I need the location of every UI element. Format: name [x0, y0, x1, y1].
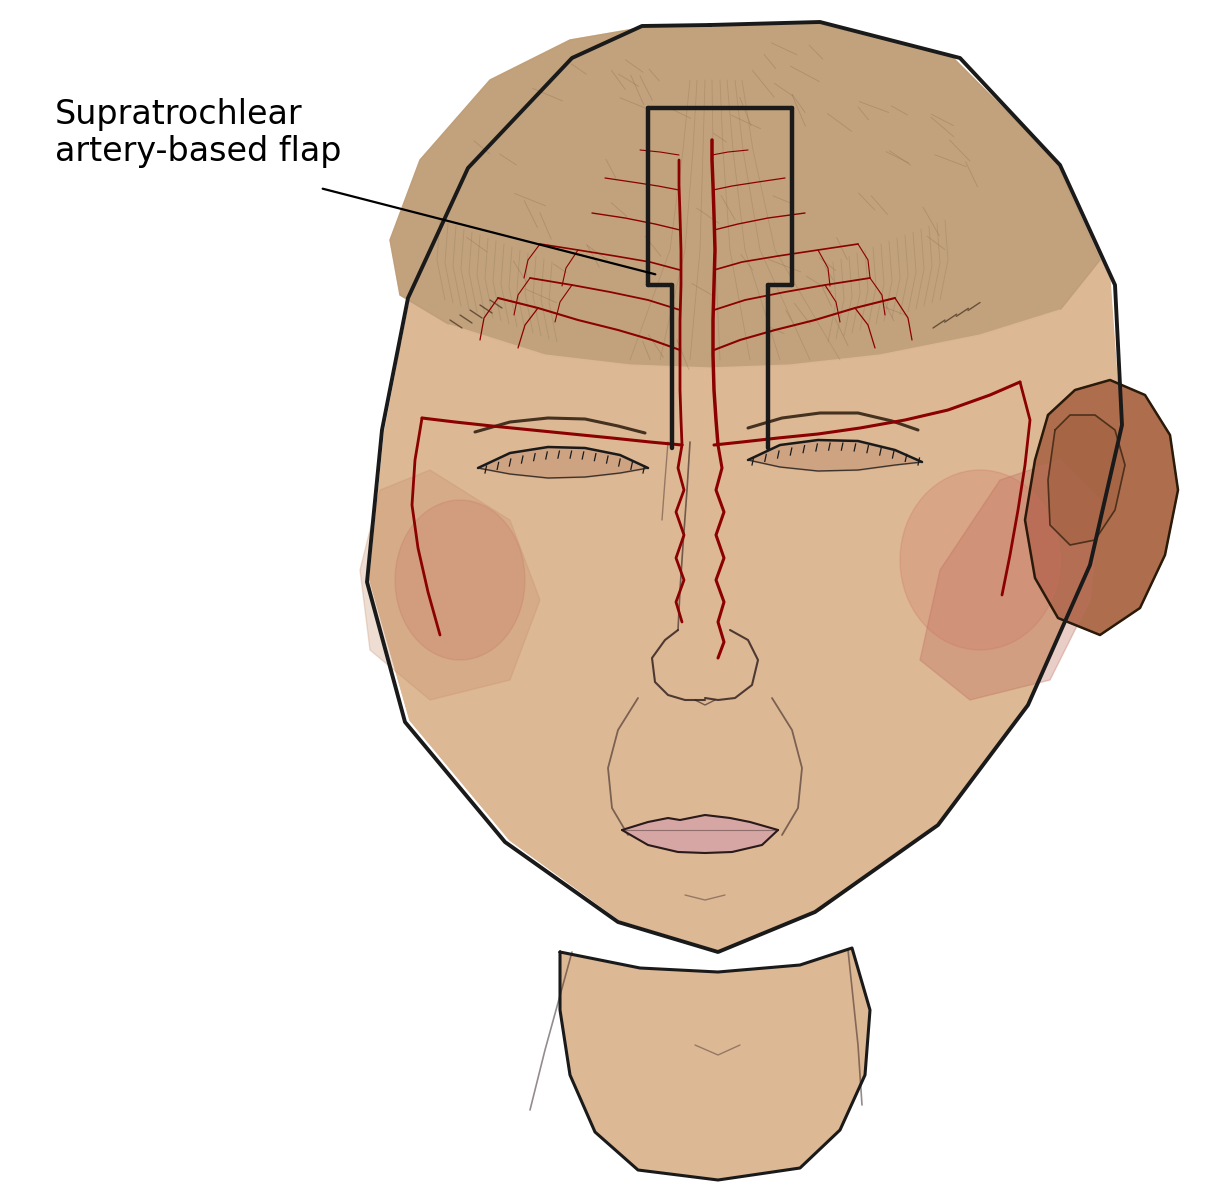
Polygon shape: [390, 21, 1100, 367]
Polygon shape: [1048, 415, 1125, 545]
Polygon shape: [361, 470, 540, 700]
Ellipse shape: [395, 500, 524, 660]
Text: Supratrochlear
artery-based flap: Supratrochlear artery-based flap: [55, 98, 341, 168]
Ellipse shape: [900, 470, 1060, 650]
Polygon shape: [622, 815, 778, 853]
Polygon shape: [1025, 381, 1178, 635]
Polygon shape: [1025, 381, 1178, 635]
Polygon shape: [622, 815, 778, 853]
Polygon shape: [395, 310, 1095, 450]
Polygon shape: [560, 948, 870, 1180]
Polygon shape: [370, 420, 1090, 950]
Polygon shape: [920, 460, 1100, 700]
Polygon shape: [370, 21, 1121, 950]
Polygon shape: [390, 21, 1100, 367]
